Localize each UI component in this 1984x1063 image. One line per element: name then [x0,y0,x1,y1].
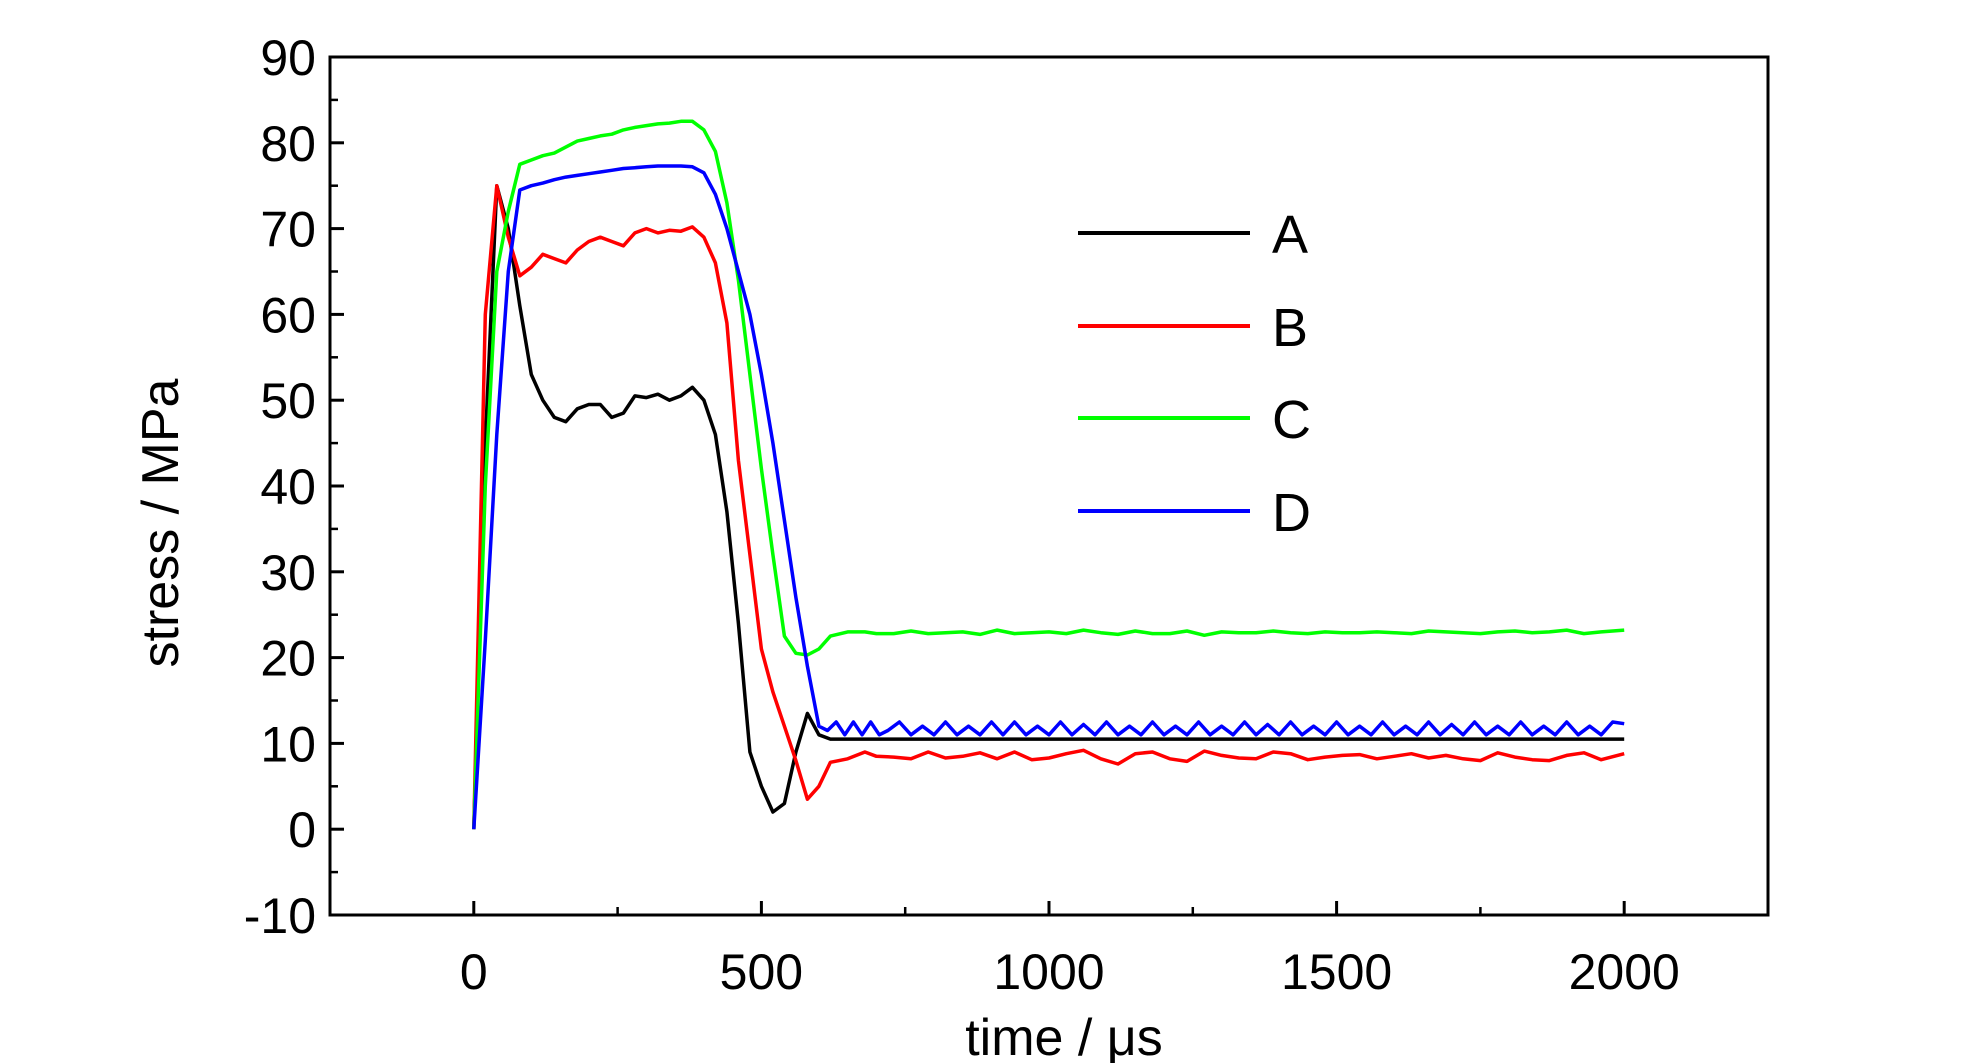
series-line-d [472,164,1625,830]
x-tick-label: 0 [460,944,488,1000]
x-tick-label: 2000 [1569,944,1680,1000]
x-tick-label: 1000 [993,944,1104,1000]
x-tick-label: 1500 [1281,944,1392,1000]
series-line-b [472,183,1625,830]
y-tick-label: 80 [260,116,316,172]
y-tick-label: 90 [260,30,316,86]
y-tick-label: 10 [260,716,316,772]
y-tick-label: 30 [260,545,316,601]
y-tick-label: 0 [288,802,316,858]
tick-labels: 0 500 1000 1500 2000 -10 0 10 20 30 40 50 60 70 80 90 [244,30,1680,1000]
y-tick-label: 50 [260,373,316,429]
ticks [330,55,1626,917]
legend-label: B [1272,298,1308,358]
y-tick-label: 40 [260,459,316,515]
legend-label: A [1272,205,1308,265]
x-axis-title: time / μs [965,1009,1163,1063]
plot-frame [328,55,1770,917]
legend-label: C [1272,390,1311,450]
y-tick-label: 60 [260,287,316,343]
series-layer [472,119,1625,830]
legend-label: D [1272,483,1311,543]
y-axis-title: stress / MPa [132,378,190,667]
series-line-a [472,183,1625,830]
series-line-c [472,119,1625,830]
x-tick-label: 500 [720,944,803,1000]
y-tick-label: -10 [244,888,316,944]
y-tick-label: 20 [260,631,316,687]
y-tick-label: 70 [260,202,316,258]
